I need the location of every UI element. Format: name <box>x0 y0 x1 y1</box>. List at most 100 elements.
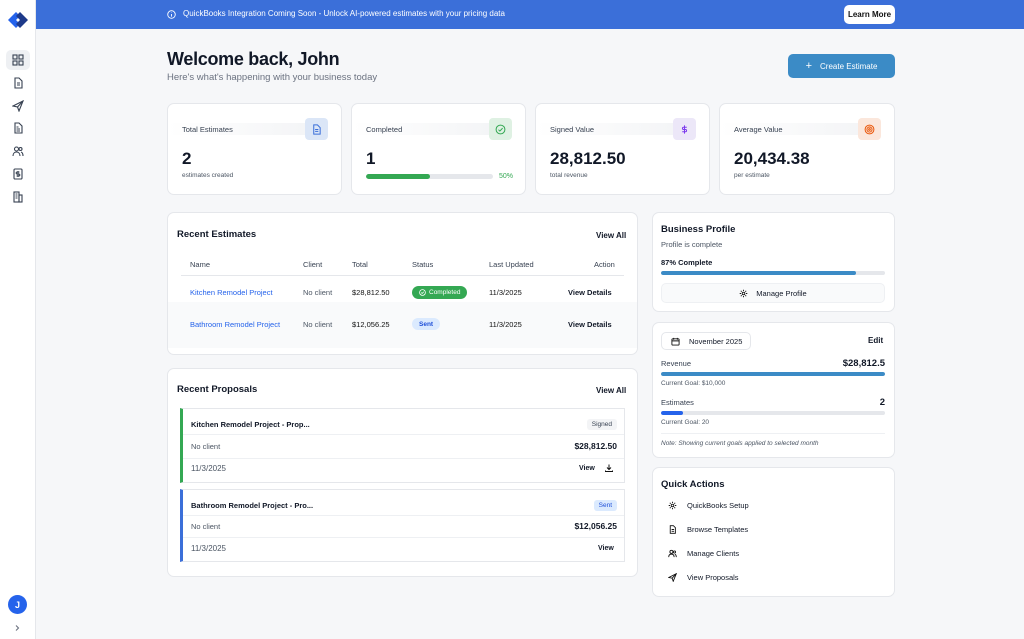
column-header-total: Total <box>352 260 368 269</box>
status-badge-sent: Sent <box>412 318 441 330</box>
stat-note: estimates created <box>182 172 234 179</box>
nav-billing[interactable] <box>6 164 30 184</box>
stat-label: Average Value <box>734 125 783 134</box>
stat-card-total-estimates: Total Estimates 2 estimates created <box>167 103 342 195</box>
estimates-label: Estimates <box>661 398 694 407</box>
estimates-view-all-link[interactable]: View All <box>596 231 627 240</box>
estimates-progress-fill <box>661 411 684 415</box>
revenue-progress-fill <box>661 372 885 376</box>
nav-company[interactable] <box>6 187 30 207</box>
manage-profile-label: Manage Profile <box>756 288 807 298</box>
view-details-button[interactable]: View Details <box>568 288 612 297</box>
create-estimate-label: Create Estimate <box>820 61 878 71</box>
building-icon <box>13 191 23 203</box>
stat-band <box>720 123 870 135</box>
column-header-action: Action <box>594 260 615 269</box>
estimate-total: $28,812.50 <box>352 288 390 297</box>
dollar-receipt-icon <box>13 168 23 180</box>
business-profile-subtitle: Profile is complete <box>661 240 723 249</box>
goals-divider <box>661 433 885 434</box>
estimate-link-bathroom[interactable]: Bathroom Remodel Project <box>190 320 281 329</box>
table-header-divider <box>181 275 624 276</box>
proposal-amount: $12,056.25 <box>574 521 617 531</box>
page-title: Welcome back, John <box>167 49 340 69</box>
nav-clients[interactable] <box>6 141 30 161</box>
quick-action-view-proposals[interactable]: View Proposals <box>668 570 739 584</box>
estimate-total: $12,056.25 <box>352 320 390 329</box>
proposal-item[interactable]: Bathroom Remodel Project - Pro... Sent N… <box>180 489 625 562</box>
dashboard-icon <box>12 54 24 66</box>
dollar-icon <box>673 118 696 140</box>
calendar-icon <box>671 337 680 346</box>
plus-icon: + <box>805 59 813 72</box>
quick-actions-title: Quick Actions <box>661 479 725 490</box>
column-header-status: Status <box>412 260 434 269</box>
proposals-view-all-link[interactable]: View All <box>596 386 627 395</box>
manage-profile-button[interactable]: Manage Profile <box>661 283 885 303</box>
quick-action-browse-templates[interactable]: Browse Templates <box>668 522 748 536</box>
month-label: November 2025 <box>689 336 743 346</box>
stat-band <box>168 123 318 135</box>
completed-percent: 50% <box>499 173 514 180</box>
stat-note: per estimate <box>734 172 770 179</box>
nav-dashboard[interactable] <box>6 50 30 70</box>
estimate-client: No client <box>303 320 333 329</box>
sidebar: J <box>0 0 36 639</box>
proposal-title: Kitchen Remodel Project - Prop... <box>191 420 310 429</box>
quick-action-quickbooks-setup[interactable]: QuickBooks Setup <box>668 498 749 512</box>
stat-card-signed-value: Signed Value 28,812.50 total revenue <box>535 103 710 195</box>
learn-more-button[interactable]: Learn More <box>844 5 895 24</box>
stat-band <box>352 123 502 135</box>
revenue-value: $28,812.5 <box>842 358 885 369</box>
proposal-view-button[interactable]: View <box>598 545 614 552</box>
proposal-divider <box>183 458 624 459</box>
nav-estimates[interactable] <box>6 73 30 93</box>
view-details-button[interactable]: View Details <box>568 320 612 329</box>
goals-note: Note: Showing current goals applied to s… <box>661 440 819 447</box>
estimates-value: 2 <box>879 397 885 408</box>
app-logo-icon[interactable] <box>8 11 28 29</box>
quick-action-label: Manage Clients <box>687 548 740 558</box>
nav-templates[interactable] <box>6 118 30 138</box>
download-icon[interactable] <box>604 463 614 473</box>
estimate-link-kitchen[interactable]: Kitchen Remodel Project <box>190 288 273 297</box>
proposal-date: 11/3/2025 <box>191 544 226 553</box>
stat-note: total revenue <box>550 172 588 179</box>
proposal-item[interactable]: Kitchen Remodel Project - Prop... Signed… <box>180 408 625 483</box>
estimates-goal: Current Goal: 20 <box>661 419 710 426</box>
status-text: Completed <box>429 289 461 296</box>
quick-action-manage-clients[interactable]: Manage Clients <box>668 546 739 560</box>
chevron-right-icon <box>15 625 20 631</box>
edit-goals-button[interactable]: Edit <box>868 336 884 345</box>
stat-card-average-value: Average Value 20,434.38 per estimate <box>719 103 895 195</box>
recent-estimates-title: Recent Estimates <box>177 229 257 240</box>
announcement-banner: QuickBooks Integration Coming Soon - Unl… <box>36 0 1024 29</box>
proposal-client: No client <box>191 442 221 451</box>
status-badge-completed: Completed <box>412 286 468 299</box>
gear-icon <box>739 289 748 297</box>
completed-progress-fill <box>366 174 430 179</box>
document-icon <box>305 118 328 140</box>
profile-progress-bar <box>661 271 885 275</box>
create-estimate-button[interactable]: + Create Estimate <box>788 54 895 78</box>
quick-action-label: QuickBooks Setup <box>687 500 749 510</box>
target-icon <box>858 118 881 140</box>
proposal-view-button[interactable]: View <box>579 465 595 472</box>
proposal-status-badge: Sent <box>593 500 617 511</box>
send-icon <box>12 100 24 112</box>
quick-action-label: Browse Templates <box>687 524 749 534</box>
nav-proposals[interactable] <box>6 96 30 116</box>
sidebar-expand-button[interactable] <box>11 622 23 634</box>
stat-value: 28,812.50 <box>550 149 626 168</box>
month-selector[interactable]: November 2025 <box>661 332 751 350</box>
proposal-client: No client <box>191 522 221 531</box>
proposal-divider <box>183 537 624 538</box>
business-profile-title: Business Profile <box>661 224 736 235</box>
stat-card-completed: Completed 1 50% <box>351 103 526 195</box>
users-icon <box>12 146 24 157</box>
page-subtitle: Here's what's happening with your busine… <box>167 72 378 83</box>
user-avatar[interactable]: J <box>8 595 27 614</box>
estimates-progress-bar <box>661 411 885 415</box>
monthly-goals-card <box>652 322 895 458</box>
stat-band <box>536 123 686 135</box>
